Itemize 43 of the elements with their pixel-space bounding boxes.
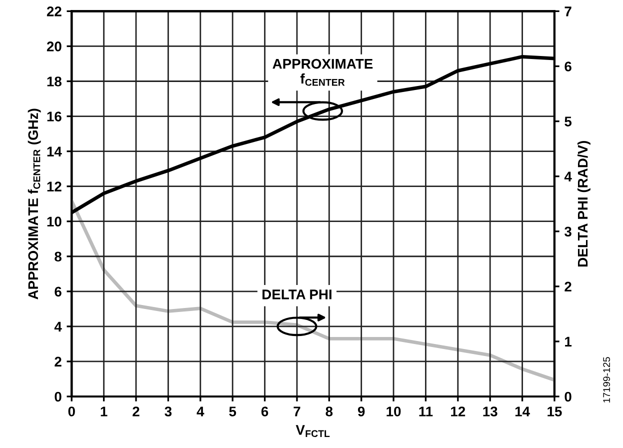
y2-tick-label: 3: [564, 226, 572, 237]
y2-tick-label: 1: [565, 336, 572, 346]
x-tick-label: 5: [229, 406, 236, 416]
annotation: APPROXIMATE f$_{CENTER}$: [272, 58, 373, 86]
x-tick-label: 3: [164, 406, 172, 416]
y2-axis-title: DELTA PHI (RAD/V): [577, 141, 590, 266]
x-tick-label: 14: [515, 406, 530, 416]
x-tick-label: 9: [358, 406, 365, 416]
y-tick-label: 18: [47, 76, 62, 86]
y-tick-label: 12: [47, 182, 62, 192]
x-axis-title: V$_{FCTL}$: [296, 425, 330, 438]
x-tick-label: 1: [100, 406, 108, 416]
x-tick-label: 4: [196, 406, 204, 416]
x-tick-label: 15: [548, 406, 562, 416]
y-axis-title: APPROXIMATE f$_{CENTER}$ (GHz): [28, 108, 41, 300]
y-tick-label: 4: [54, 322, 62, 332]
line-series: [72, 199, 554, 382]
y-tick-label: 10: [47, 216, 62, 227]
y2-tick-label: 5: [564, 116, 572, 126]
y-tick-label: 8: [54, 252, 62, 262]
x-tick-label: 2: [132, 406, 140, 416]
y2-tick-label: 2: [564, 282, 572, 292]
text: 17199-125: [603, 357, 610, 402]
y-tick-label: 6: [54, 286, 62, 297]
x-tick-label: 8: [326, 406, 333, 416]
y2-tick-label: 4: [564, 172, 572, 182]
x-tick-label: 0: [68, 406, 75, 416]
y2-tick-label: 6: [564, 62, 572, 72]
y-tick-label: 20: [46, 42, 62, 52]
y-tick-label: 2: [54, 356, 62, 366]
annotation: DELTA PHI: [262, 290, 332, 300]
x-tick-label: 10: [386, 406, 401, 416]
x-tick-label: 11: [419, 406, 433, 416]
x-tick-label: 6: [261, 406, 268, 416]
y-tick-label: 14: [47, 146, 62, 156]
y-tick-label: 22: [46, 6, 62, 16]
y-tick-label: 0: [54, 392, 62, 402]
x-tick-label: 7: [294, 406, 300, 416]
x-tick-label: 12: [451, 406, 466, 416]
x-tick-label: 13: [483, 406, 498, 416]
y2-tick-label: 7: [564, 6, 572, 16]
y2-tick-label: 0: [564, 392, 572, 402]
y-tick-label: 16: [47, 112, 62, 122]
